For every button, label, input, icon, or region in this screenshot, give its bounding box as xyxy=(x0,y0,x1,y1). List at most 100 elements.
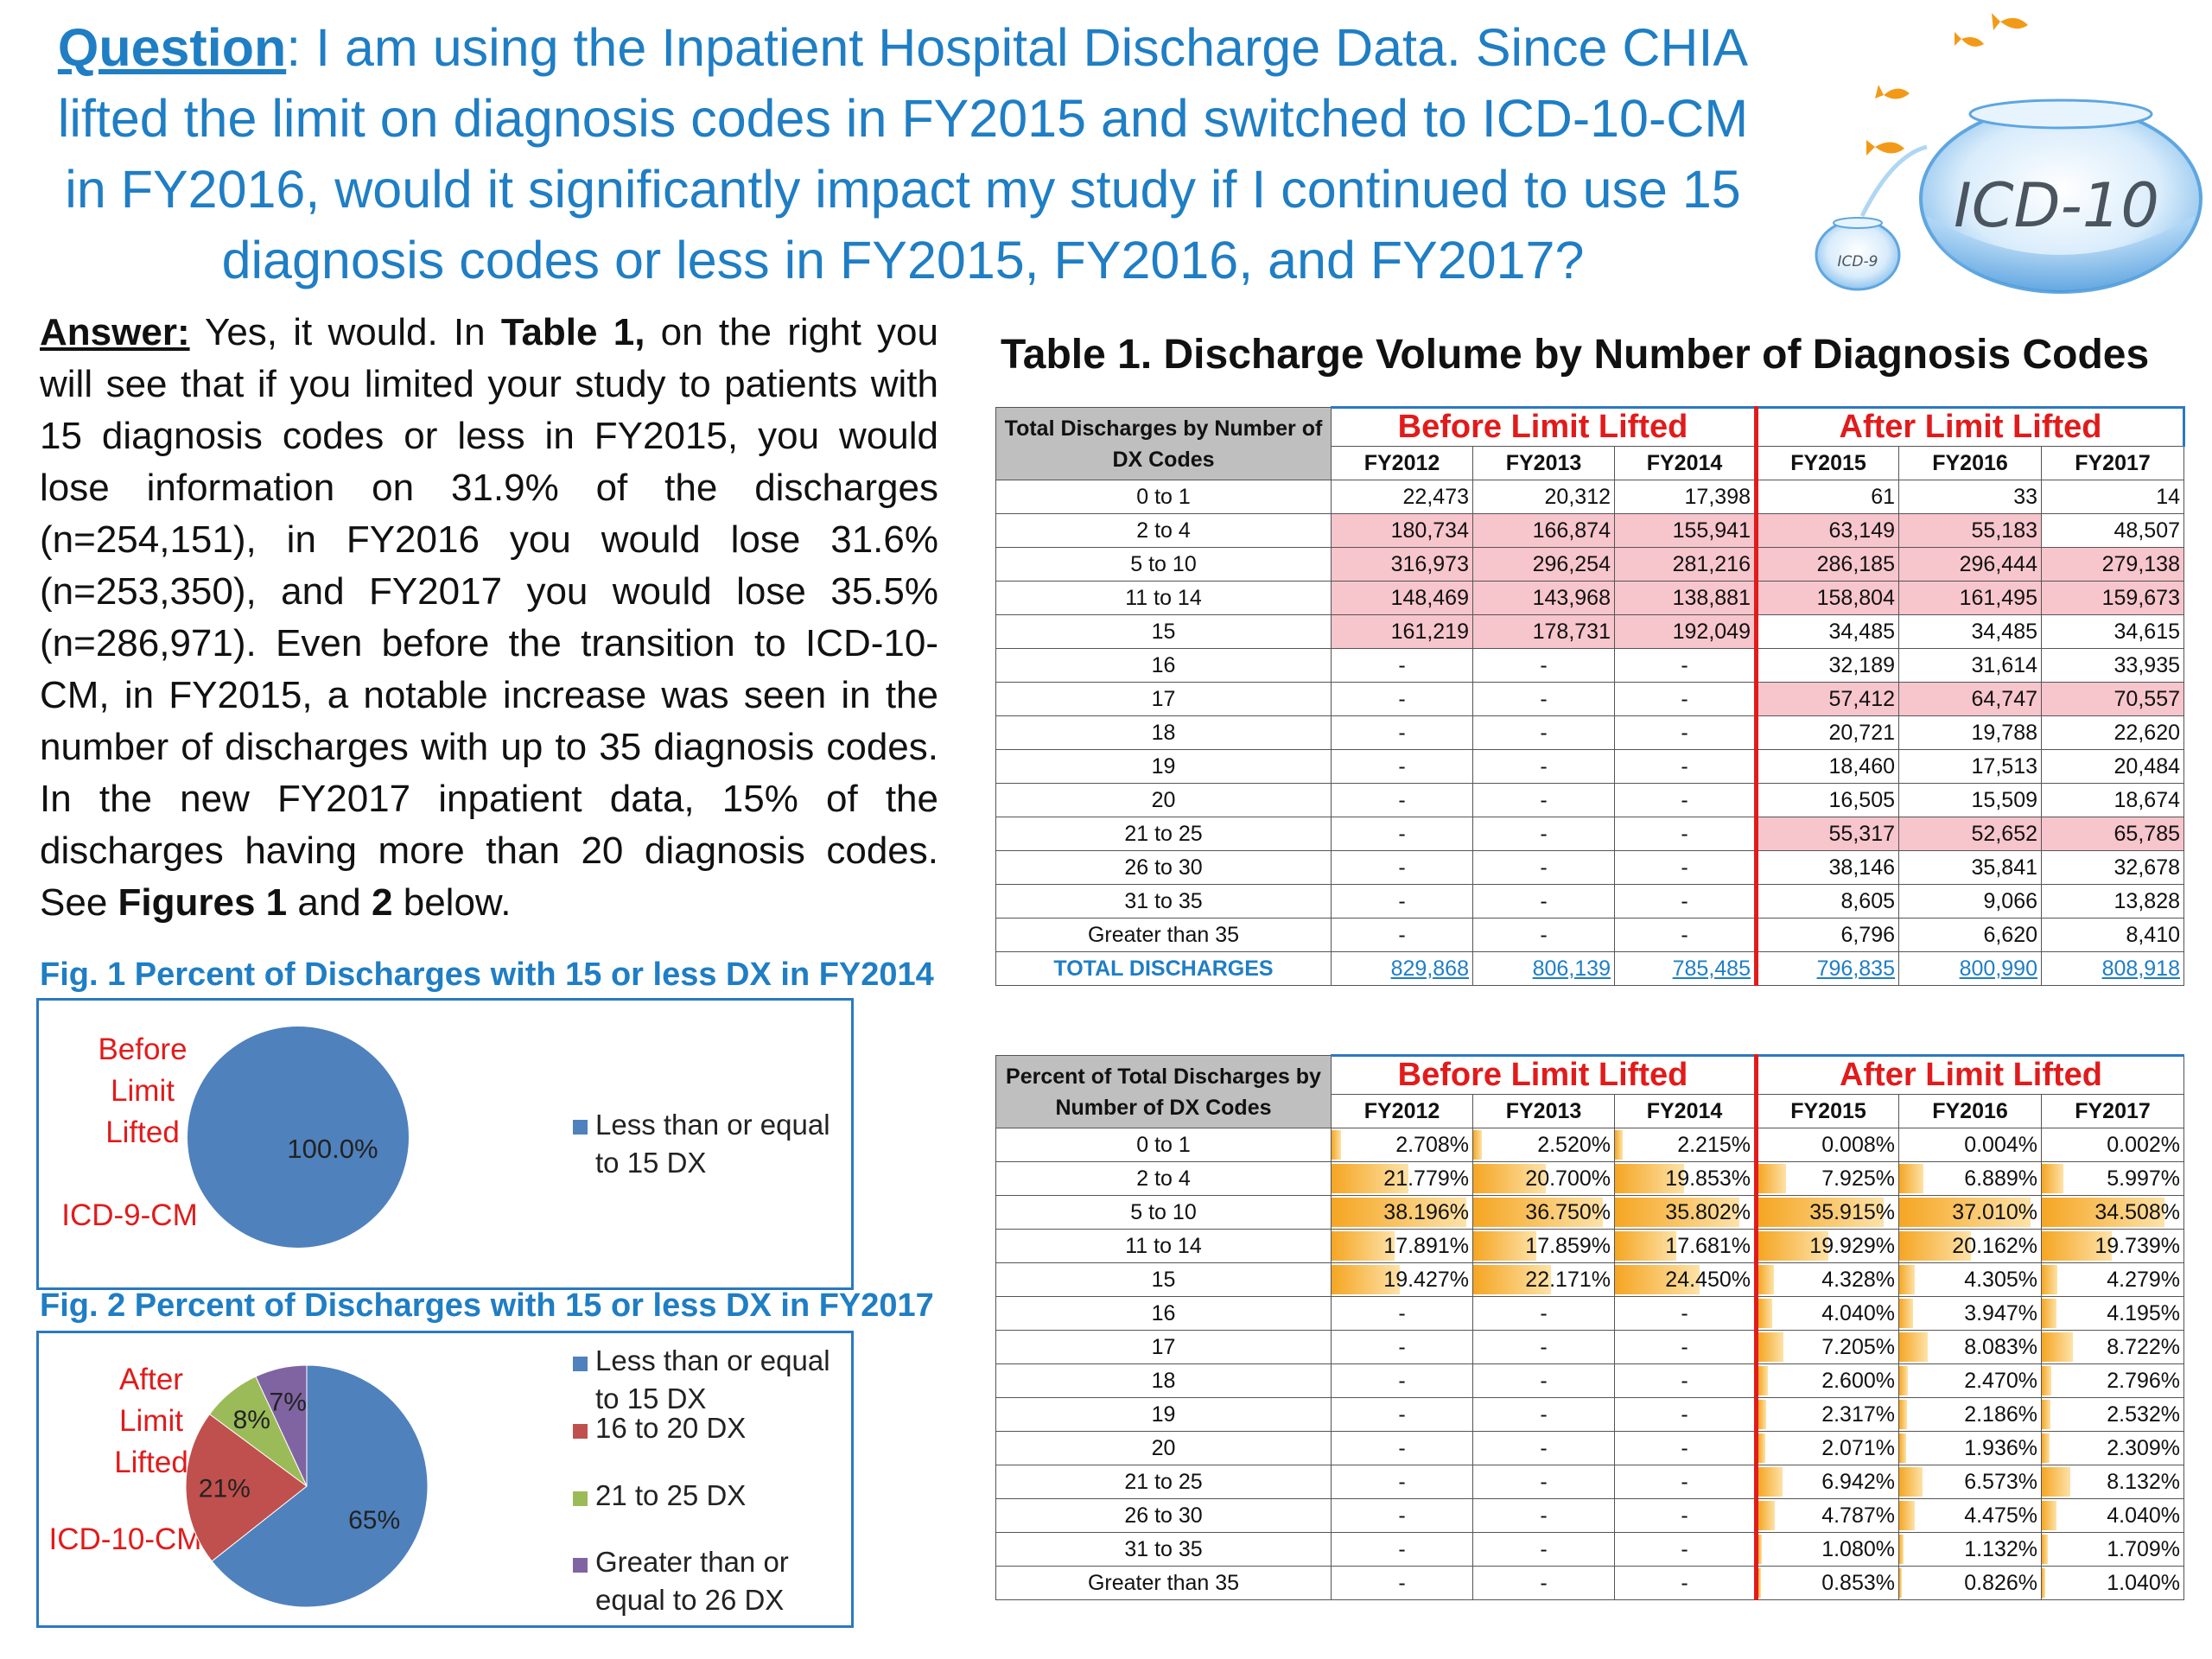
cell-value: 1.936% xyxy=(1964,1435,2037,1460)
table-row: 19 - - - 2.317% 2.186% 2.532% xyxy=(995,1397,2185,1432)
table-cell: 8,410 xyxy=(2041,918,2184,952)
cell-value: - xyxy=(1681,1435,1688,1460)
table-cell: - xyxy=(1472,1498,1615,1533)
cell-value: 1.040% xyxy=(2107,1570,2181,1595)
fig2-slice-label-2: 21% xyxy=(199,1474,251,1503)
cell-value: 22.171% xyxy=(1525,1267,1611,1292)
row-label: 16 xyxy=(995,648,1332,683)
table-row: 5 to 10 316,973 296,254 281,216 286,185 296,4… xyxy=(995,547,2184,582)
data-bar xyxy=(1615,1265,1700,1294)
table-cell: - xyxy=(1614,817,1757,851)
row-label: 31 to 35 xyxy=(995,884,1332,918)
table-row: 21 to 25- - -55,317 52,652 65,785 xyxy=(995,817,2184,851)
data-bar xyxy=(1615,1198,1740,1227)
table-cell: 19.929% xyxy=(1754,1229,1899,1263)
table-cell: 4.195% xyxy=(2040,1296,2185,1331)
table-cell: 35.915% xyxy=(1754,1195,1899,1230)
table-cell: 34.508% xyxy=(2040,1195,2185,1230)
table-cell: 1.080% xyxy=(1754,1532,1899,1567)
table-cell: - xyxy=(1472,850,1615,885)
data-bar xyxy=(1760,1231,1828,1261)
table-cell: 17,513 xyxy=(1898,749,2042,784)
table-cell: 38,146 xyxy=(1754,850,1899,885)
table-cell: - xyxy=(1472,1566,1615,1600)
data-bar xyxy=(2042,1265,2057,1294)
cell-value: - xyxy=(1681,1469,1688,1494)
table-cell: 33,935 xyxy=(2041,648,2184,683)
cell-value: 0.008% xyxy=(1821,1132,1895,1157)
table-cell: - xyxy=(1614,1431,1757,1465)
fig1-legend-swatch xyxy=(573,1120,588,1135)
cell-value: 34.508% xyxy=(2094,1199,2181,1224)
table-cell: 65,785 xyxy=(2041,817,2184,851)
cell-value: - xyxy=(1398,1570,1406,1595)
table-cell: 21.779% xyxy=(1331,1161,1473,1196)
fig2-icd10-label: ICD-10-CM xyxy=(48,1522,202,1556)
answer-table-ref: Table 1, xyxy=(500,311,645,353)
table-cell: 37.010% xyxy=(1898,1195,2042,1230)
data-bar xyxy=(1899,1400,1907,1429)
table-cell: 178,731 xyxy=(1472,614,1615,649)
cell-value: 0.826% xyxy=(1964,1570,2037,1595)
cell-value: 19.929% xyxy=(1809,1233,1895,1258)
table-cell: 4.475% xyxy=(1898,1498,2042,1533)
table1-year-fy2017: FY2017 xyxy=(2041,446,2184,480)
data-bar xyxy=(1760,1164,1787,1193)
cell-value: - xyxy=(1540,1536,1548,1561)
question-text: : I am using the Inpatient Hospital Disc… xyxy=(57,18,1749,289)
fig1-chart: Before Limit Lifted ICD-9-CM 100.0% Less… xyxy=(36,998,854,1290)
table-cell: 5.997% xyxy=(2040,1161,2185,1196)
table-row: 17- - -57,412 64,747 70,557 xyxy=(995,682,2184,716)
table-cell: - xyxy=(1472,783,1615,817)
data-bar xyxy=(2042,1568,2046,1598)
row-label: 21 to 25 xyxy=(995,817,1332,851)
cell-value: 24.450% xyxy=(1665,1267,1751,1292)
fig1-before-line3: Lifted xyxy=(105,1116,180,1149)
cell-value: 19.427% xyxy=(1383,1267,1469,1292)
row-label: 2 to 4 xyxy=(995,1161,1332,1196)
table-cell: 286,185 xyxy=(1754,547,1899,582)
table-cell: 55,183 xyxy=(1898,513,2042,548)
cell-value: - xyxy=(1398,1469,1406,1494)
table-row: 15 19.427% 22.171% 24.450% 4.328% 4.305% 4.279… xyxy=(995,1262,2185,1297)
table-cell: 4.279% xyxy=(2040,1262,2185,1297)
cell-value: 2.520% xyxy=(1537,1132,1611,1157)
table-cell: 33 xyxy=(1898,480,2042,514)
fig2-legend-swatch-4 xyxy=(573,1558,588,1573)
cell-value: 2.186% xyxy=(1964,1402,2037,1427)
cell-value: 2.470% xyxy=(1964,1368,2037,1393)
row-label: 26 to 30 xyxy=(995,1498,1332,1533)
data-bar xyxy=(1899,1501,1916,1530)
table-cell: 296,444 xyxy=(1898,547,2042,582)
table-cell: 0.853% xyxy=(1754,1566,1899,1600)
data-bar xyxy=(1899,1299,1914,1328)
row-label: 31 to 35 xyxy=(995,1532,1332,1567)
table-row: 18- - -20,721 19,788 22,620 xyxy=(995,715,2184,750)
total-cell: 785,485 xyxy=(1614,951,1757,986)
table-cell: 3.947% xyxy=(1898,1296,2042,1331)
fig1-pie: 100.0% xyxy=(188,1027,409,1248)
table-cell: 2.470% xyxy=(1898,1363,2042,1398)
table-row: 26 to 30 - - - 4.787% 4.475% 4.040% xyxy=(995,1498,2185,1533)
table-row: 19- - -18,460 17,513 20,484 xyxy=(995,749,2184,784)
total-cell: 796,835 xyxy=(1754,951,1899,986)
table-cell: 36.750% xyxy=(1472,1195,1615,1230)
table-cell: - xyxy=(1331,1465,1473,1499)
fig1-legend-item: Less than or equal to 15 DX xyxy=(595,1106,830,1182)
cell-value: 2.708% xyxy=(1395,1132,1469,1157)
answer-text-3: and xyxy=(287,881,372,924)
data-bar xyxy=(1332,1231,1395,1261)
table-cell: 35.802% xyxy=(1614,1195,1757,1230)
data-bar xyxy=(1899,1467,1923,1497)
table-cell: 143,968 xyxy=(1472,581,1615,615)
table2-year-fy2017: FY2017 xyxy=(2040,1094,2185,1128)
table-cell: 19.853% xyxy=(1614,1161,1757,1196)
cell-value: 0.853% xyxy=(1821,1570,1895,1595)
data-bar xyxy=(1899,1265,1915,1294)
table-cell: - xyxy=(1331,648,1473,683)
table-cell: 13,828 xyxy=(2041,884,2184,918)
total-cell: 800,990 xyxy=(1898,951,2042,986)
data-bar xyxy=(2042,1231,2112,1261)
fig1-before-line1: Before xyxy=(98,1033,188,1066)
cell-value: - xyxy=(1681,1334,1688,1359)
